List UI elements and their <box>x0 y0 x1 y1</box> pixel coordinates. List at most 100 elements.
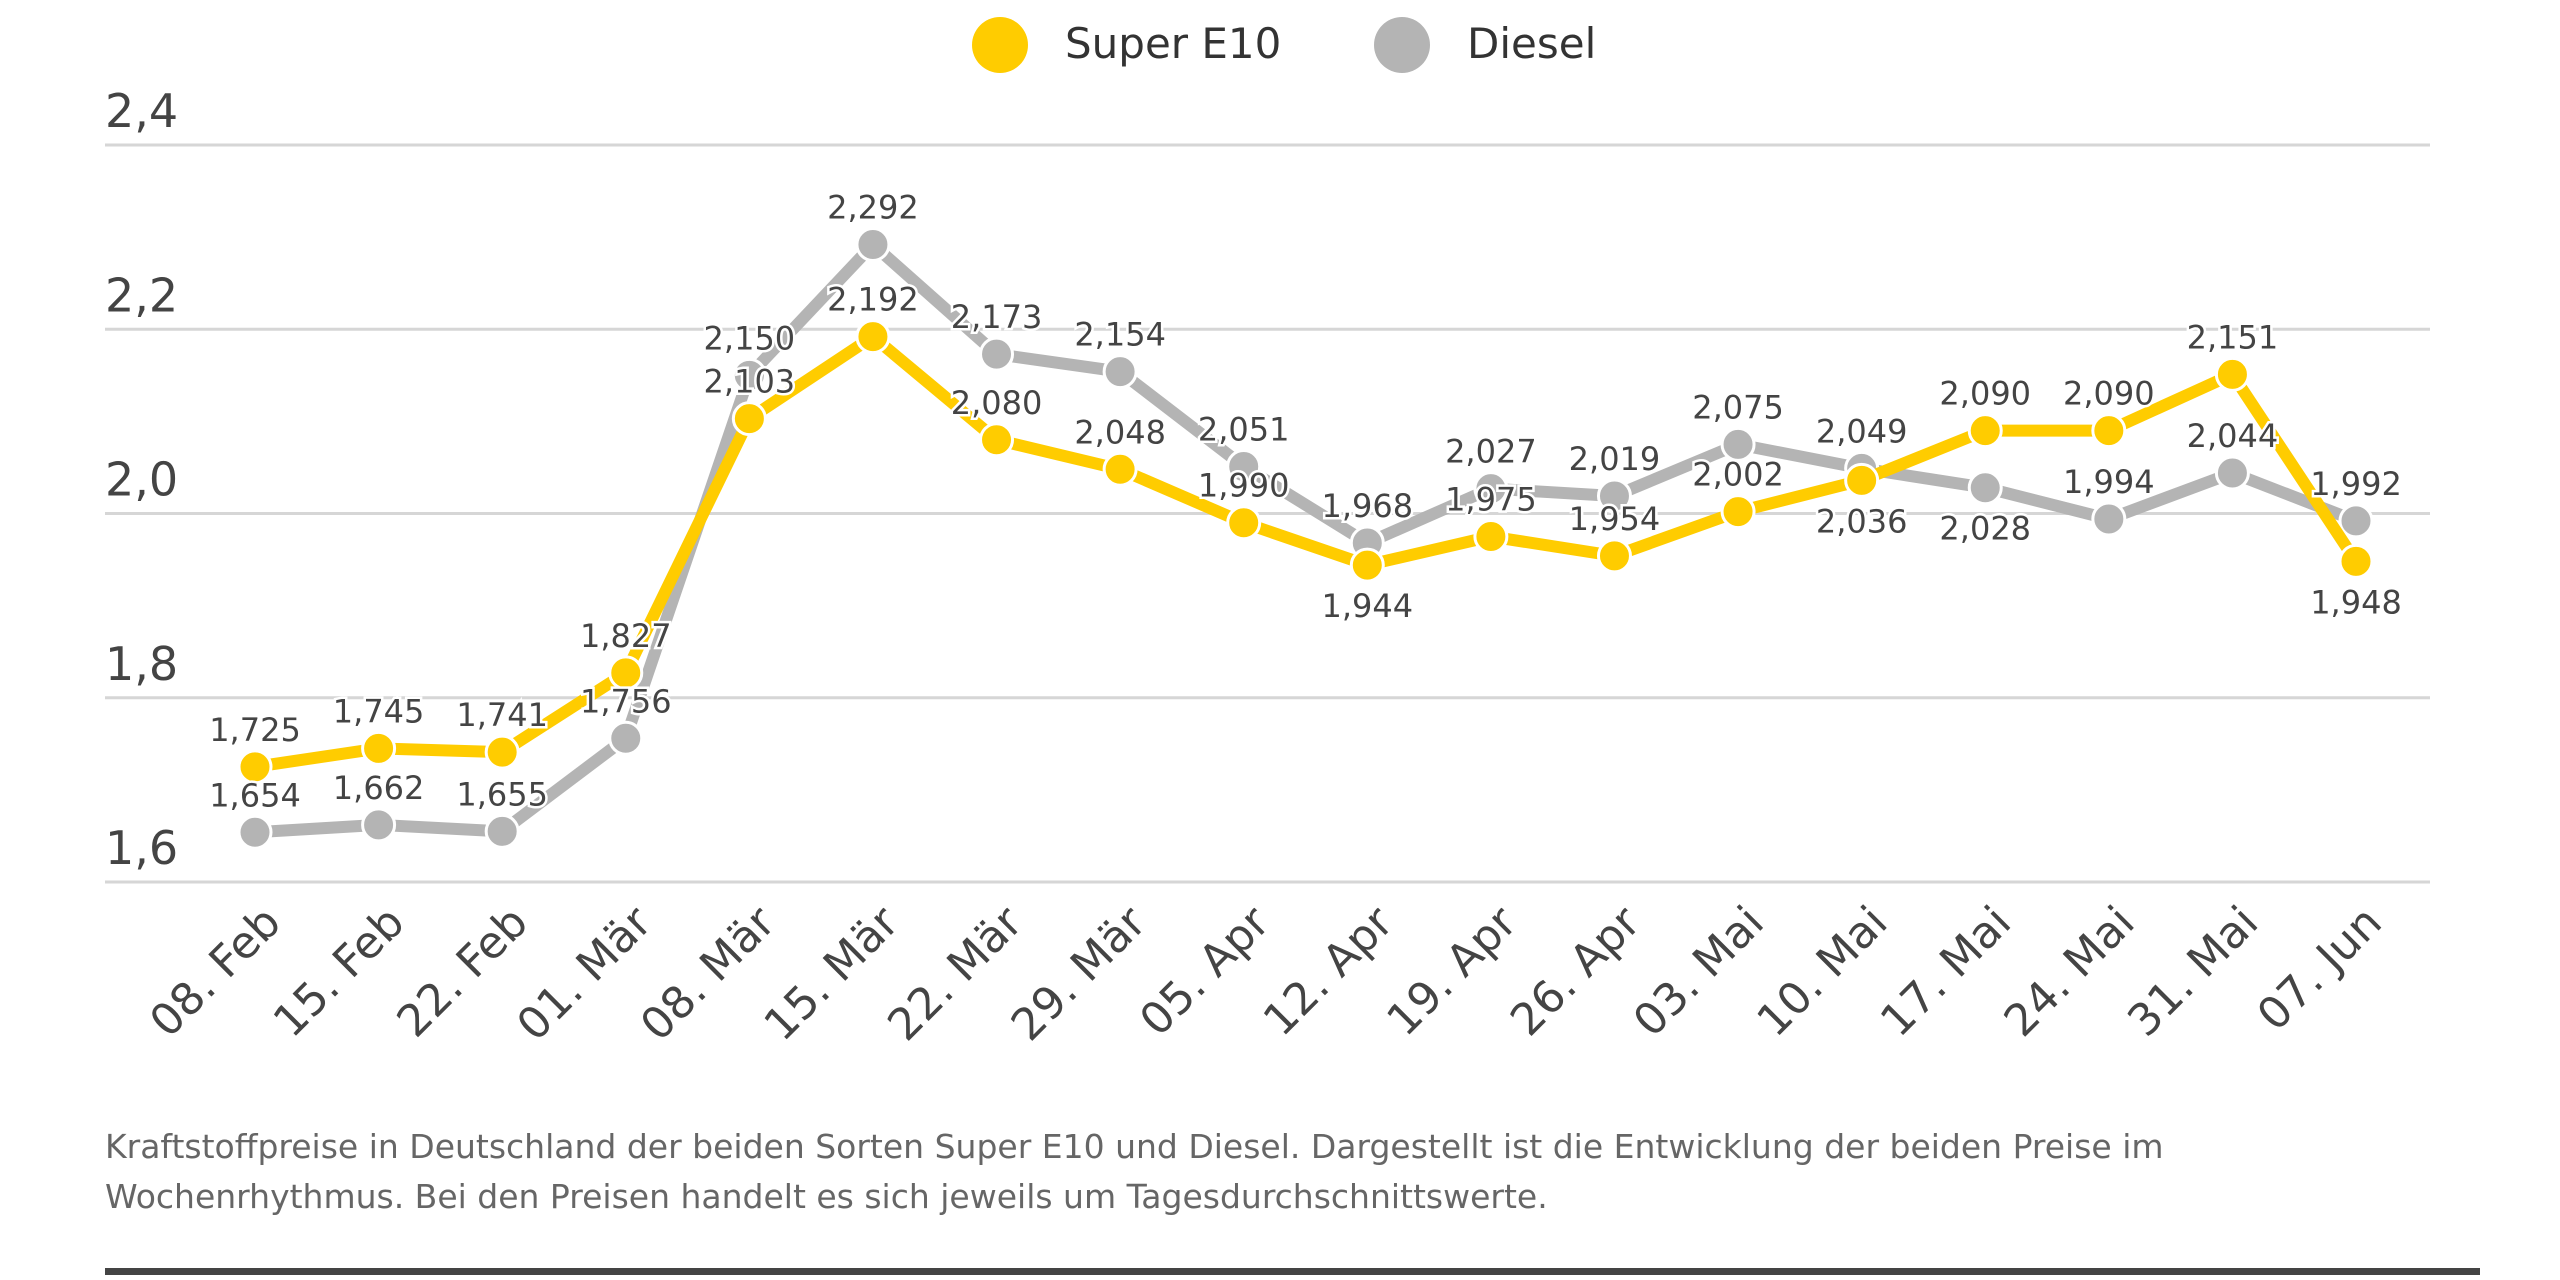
data-point <box>608 655 644 691</box>
data-label: 2,002 <box>1692 456 1784 494</box>
data-label: 2,036 <box>1816 502 1908 540</box>
data-label: 1,954 <box>1569 500 1661 538</box>
legend-label: Diesel <box>1467 19 1596 68</box>
data-point <box>731 357 767 393</box>
data-label: 2,103 <box>704 363 796 401</box>
data-point <box>2338 503 2374 539</box>
legend-marker-0 <box>972 17 1028 73</box>
data-point <box>484 813 520 849</box>
data-label: 1,948 <box>2310 583 2402 621</box>
y-tick-label: 2,4 <box>105 84 178 138</box>
data-point <box>1967 470 2003 506</box>
data-label: 1,654 <box>209 776 301 814</box>
data-label: 1,975 <box>1445 481 1537 519</box>
data-label: 2,090 <box>2063 375 2155 413</box>
x-tick-label: 15. Mär <box>755 896 910 1051</box>
series-line-diesel <box>254 238 2359 839</box>
data-point <box>361 807 397 843</box>
series-line-super-e10 <box>254 330 2362 773</box>
data-label: 2,027 <box>1445 433 1537 471</box>
data-label: 1,662 <box>333 769 425 807</box>
data-point <box>1349 547 1385 583</box>
data-label: 1,968 <box>1321 487 1413 525</box>
data-label: 1,725 <box>209 711 301 749</box>
x-tick-label: 08. Mär <box>631 896 786 1051</box>
y-tick-label: 2,0 <box>105 453 178 507</box>
data-label: 1,994 <box>2063 463 2155 501</box>
data-point <box>2091 501 2127 537</box>
data-point <box>484 734 520 770</box>
x-tick-label: 26. Apr <box>1501 896 1651 1046</box>
x-tick-label: 17. Mai <box>1871 897 2021 1047</box>
x-tick-label: 19. Apr <box>1377 896 1527 1046</box>
x-tick-label: 01. Mär <box>507 896 662 1051</box>
data-label: 1,655 <box>456 775 548 813</box>
data-point <box>1720 426 1756 462</box>
data-label: 2,051 <box>1198 411 1290 449</box>
data-label: 1,745 <box>333 692 425 730</box>
data-label: 2,154 <box>1074 316 1166 354</box>
data-point <box>1226 505 1262 541</box>
data-point <box>1102 451 1138 487</box>
legend-marker-1 <box>1374 17 1430 73</box>
data-point <box>2091 413 2127 449</box>
data-point <box>979 336 1015 372</box>
data-label: 2,080 <box>951 384 1043 422</box>
x-tick-label: 07. Jun <box>2248 897 2392 1041</box>
data-label: 2,150 <box>704 319 796 357</box>
data-point <box>1967 413 2003 449</box>
data-point <box>1102 354 1138 390</box>
data-point <box>1473 519 1509 555</box>
data-label: 1,756 <box>580 682 672 720</box>
data-point <box>2214 356 2250 392</box>
x-tick-label: 31. Mai <box>2118 897 2268 1047</box>
x-tick-label: 08. Feb <box>140 897 291 1048</box>
y-tick-label: 2,2 <box>105 268 178 322</box>
x-tick-label: 22. Mär <box>878 896 1033 1051</box>
data-label: 2,048 <box>1074 413 1166 451</box>
data-label: 2,173 <box>951 298 1043 336</box>
data-point <box>1596 538 1632 574</box>
data-point <box>855 226 891 262</box>
data-label: 2,292 <box>827 188 919 226</box>
data-point <box>237 749 273 785</box>
data-point <box>237 814 273 850</box>
data-point <box>855 319 891 355</box>
x-tick-label: 29. Mär <box>1002 896 1157 1051</box>
data-point <box>731 401 767 437</box>
x-tick-label: 22. Feb <box>387 897 538 1048</box>
data-label: 2,151 <box>2187 318 2279 356</box>
data-label: 2,090 <box>1939 375 2031 413</box>
data-label: 1,990 <box>1198 467 1290 505</box>
data-point <box>1844 462 1880 498</box>
legend-label: Super E10 <box>1065 19 1281 68</box>
x-tick-label: 12. Apr <box>1254 896 1404 1046</box>
data-label: 2,075 <box>1692 388 1784 426</box>
data-point <box>1596 478 1632 514</box>
data-label: 2,019 <box>1569 440 1661 478</box>
x-tick-label: 03. Mai <box>1624 897 1774 1047</box>
x-tick-label: 10. Mai <box>1747 897 1897 1047</box>
data-point <box>1473 471 1509 507</box>
data-label: 2,028 <box>1939 510 2031 548</box>
data-point <box>979 422 1015 458</box>
data-label: 2,049 <box>1816 412 1908 450</box>
data-label: 1,741 <box>456 696 548 734</box>
x-tick-label: 24. Mai <box>1995 897 2145 1047</box>
data-point <box>1226 449 1262 485</box>
x-tick-label: 15. Feb <box>264 897 415 1048</box>
data-point <box>608 720 644 756</box>
data-point <box>2214 455 2250 491</box>
x-tick-label: 05. Apr <box>1130 896 1280 1046</box>
bottom-divider <box>105 1268 2480 1275</box>
y-tick-label: 1,6 <box>105 821 178 875</box>
data-label: 2,192 <box>827 281 919 319</box>
data-label: 1,944 <box>1321 587 1413 625</box>
data-label: 1,827 <box>580 617 672 655</box>
data-label: 1,992 <box>2310 465 2402 503</box>
chart-caption: Kraftstoffpreise in Deutschland der beid… <box>105 1127 2164 1216</box>
y-tick-label: 1,8 <box>105 637 178 691</box>
data-point <box>361 730 397 766</box>
data-point <box>2338 543 2374 579</box>
